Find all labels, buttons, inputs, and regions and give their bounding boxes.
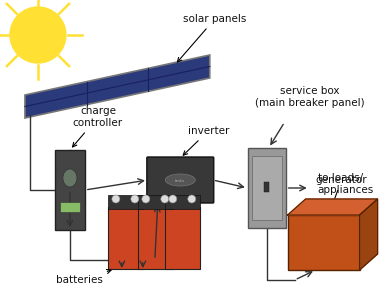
FancyBboxPatch shape [147, 157, 214, 203]
Circle shape [112, 195, 120, 203]
Bar [108, 195, 143, 209]
Bar [55, 150, 85, 230]
Bar [248, 148, 285, 228]
Bar [288, 215, 360, 270]
Bar [138, 207, 173, 269]
Circle shape [188, 195, 196, 203]
Polygon shape [288, 199, 378, 215]
Circle shape [142, 195, 150, 203]
Text: tesla: tesla [176, 179, 185, 183]
Circle shape [131, 195, 139, 203]
Text: charge
controller: charge controller [73, 106, 123, 147]
Text: batteries: batteries [57, 270, 111, 285]
Text: service box
(main breaker panel): service box (main breaker panel) [255, 86, 364, 108]
Bar [264, 182, 269, 192]
Bar [165, 207, 200, 269]
Circle shape [10, 7, 66, 63]
Ellipse shape [165, 174, 195, 186]
Text: to loads/
appliances: to loads/ appliances [317, 173, 374, 195]
Bar [165, 195, 200, 209]
Polygon shape [360, 199, 378, 270]
Bar [138, 195, 173, 209]
Circle shape [169, 195, 177, 203]
Bar [60, 202, 80, 212]
Polygon shape [25, 55, 210, 118]
Text: solar panels: solar panels [177, 14, 246, 62]
Text: inverter: inverter [183, 126, 229, 155]
Circle shape [161, 195, 169, 203]
Ellipse shape [63, 169, 77, 187]
Bar [108, 207, 143, 269]
Text: generator: generator [316, 175, 367, 211]
Bar [252, 156, 282, 220]
